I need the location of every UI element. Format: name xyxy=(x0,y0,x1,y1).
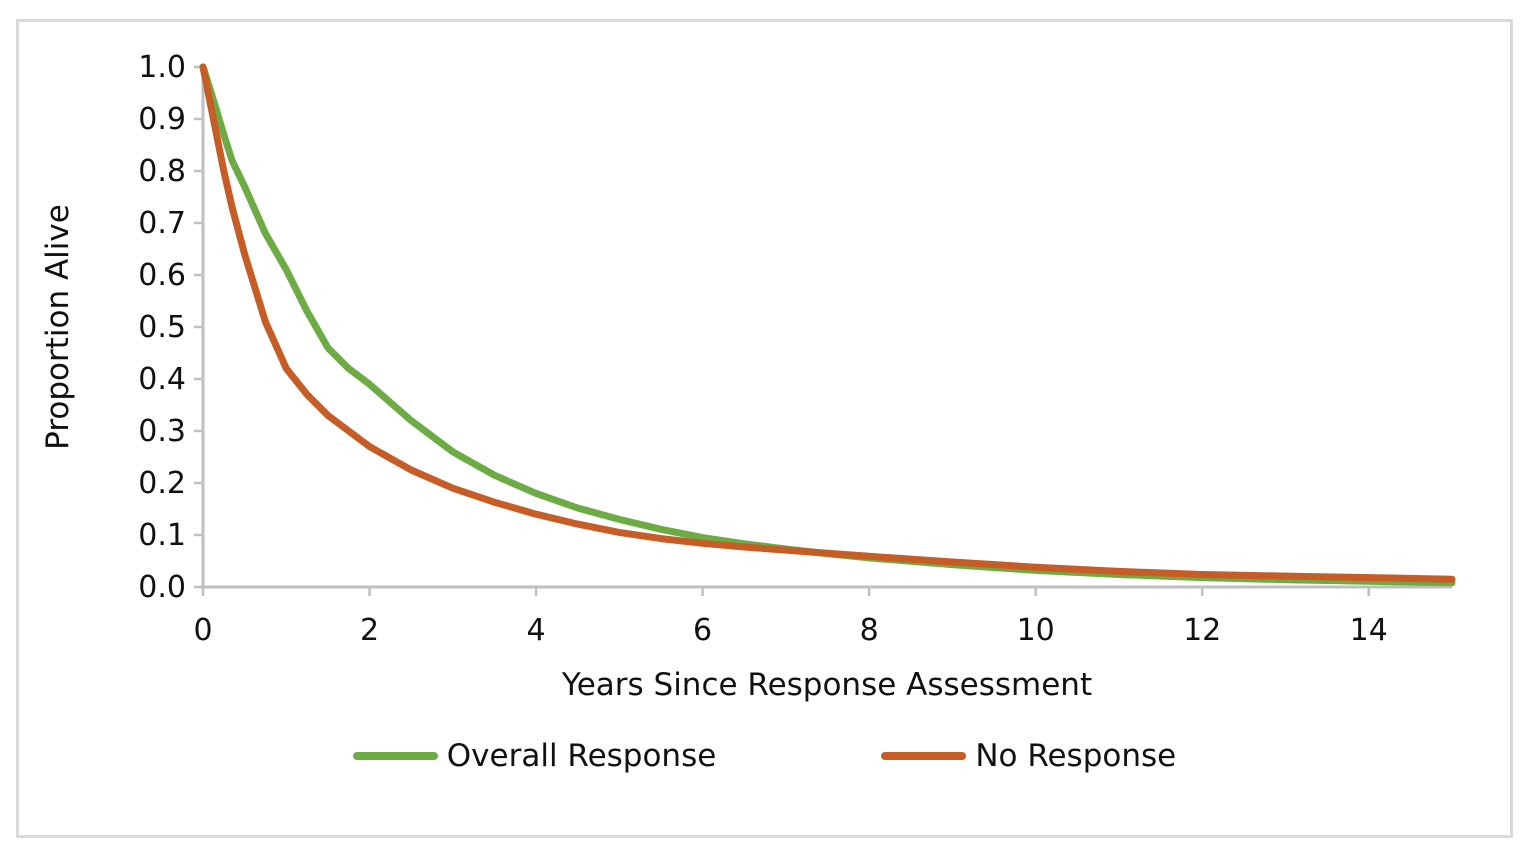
x-axis-title: Years Since Response Assessment xyxy=(561,667,1092,703)
legend-item-overall-response: Overall Response xyxy=(352,738,717,774)
x-tick-label: 12 xyxy=(1183,613,1221,648)
x-tick-label: 14 xyxy=(1350,613,1388,648)
legend-label-no-response: No Response xyxy=(975,738,1177,774)
x-tick-label: 8 xyxy=(860,613,879,648)
x-tick-label: 6 xyxy=(693,613,712,648)
curve-no-response xyxy=(199,63,1456,583)
y-tick-label: 0.7 xyxy=(138,206,186,241)
legend-line-swatch-no-response xyxy=(881,752,967,760)
y-tick-label: 0.2 xyxy=(138,466,186,501)
y-tick-label: 0.3 xyxy=(138,414,186,449)
y-tick-label: 0.6 xyxy=(138,258,186,293)
x-tick-label: 4 xyxy=(527,613,546,648)
y-tick-label: 0.1 xyxy=(138,518,186,553)
y-tick-label: 0.5 xyxy=(138,310,186,345)
chart-frame: 0.0 0.1 0.2 0.3 0.4 0.5 0.6 0.7 0.8 0.9 1.0 0 2 4 6 8 10… xyxy=(16,19,1513,838)
curve-overall-response xyxy=(199,63,1456,587)
legend-item-no-response: No Response xyxy=(881,738,1176,774)
x-tick-label: 2 xyxy=(360,613,379,648)
legend-label-overall-response: Overall Response xyxy=(446,738,717,774)
y-tick-label: 0.8 xyxy=(138,154,186,189)
legend: Overall Response No Response xyxy=(19,738,1510,774)
survival-curves xyxy=(199,63,1456,587)
y-tick-label: 0.0 xyxy=(138,570,186,605)
y-tick-label: 1.0 xyxy=(138,50,186,85)
y-axis-title: Proportion Alive xyxy=(40,204,76,450)
x-tick-label: 0 xyxy=(193,613,212,648)
y-tick-label: 0.4 xyxy=(138,362,186,397)
axes: 0.0 0.1 0.2 0.3 0.4 0.5 0.6 0.7 0.8 0.9 1.0 0 2 4 6 8 10… xyxy=(138,50,1452,648)
x-tick-label: 10 xyxy=(1017,613,1055,648)
y-tick-label: 0.9 xyxy=(138,102,186,137)
legend-line-swatch-overall-response xyxy=(352,752,438,760)
